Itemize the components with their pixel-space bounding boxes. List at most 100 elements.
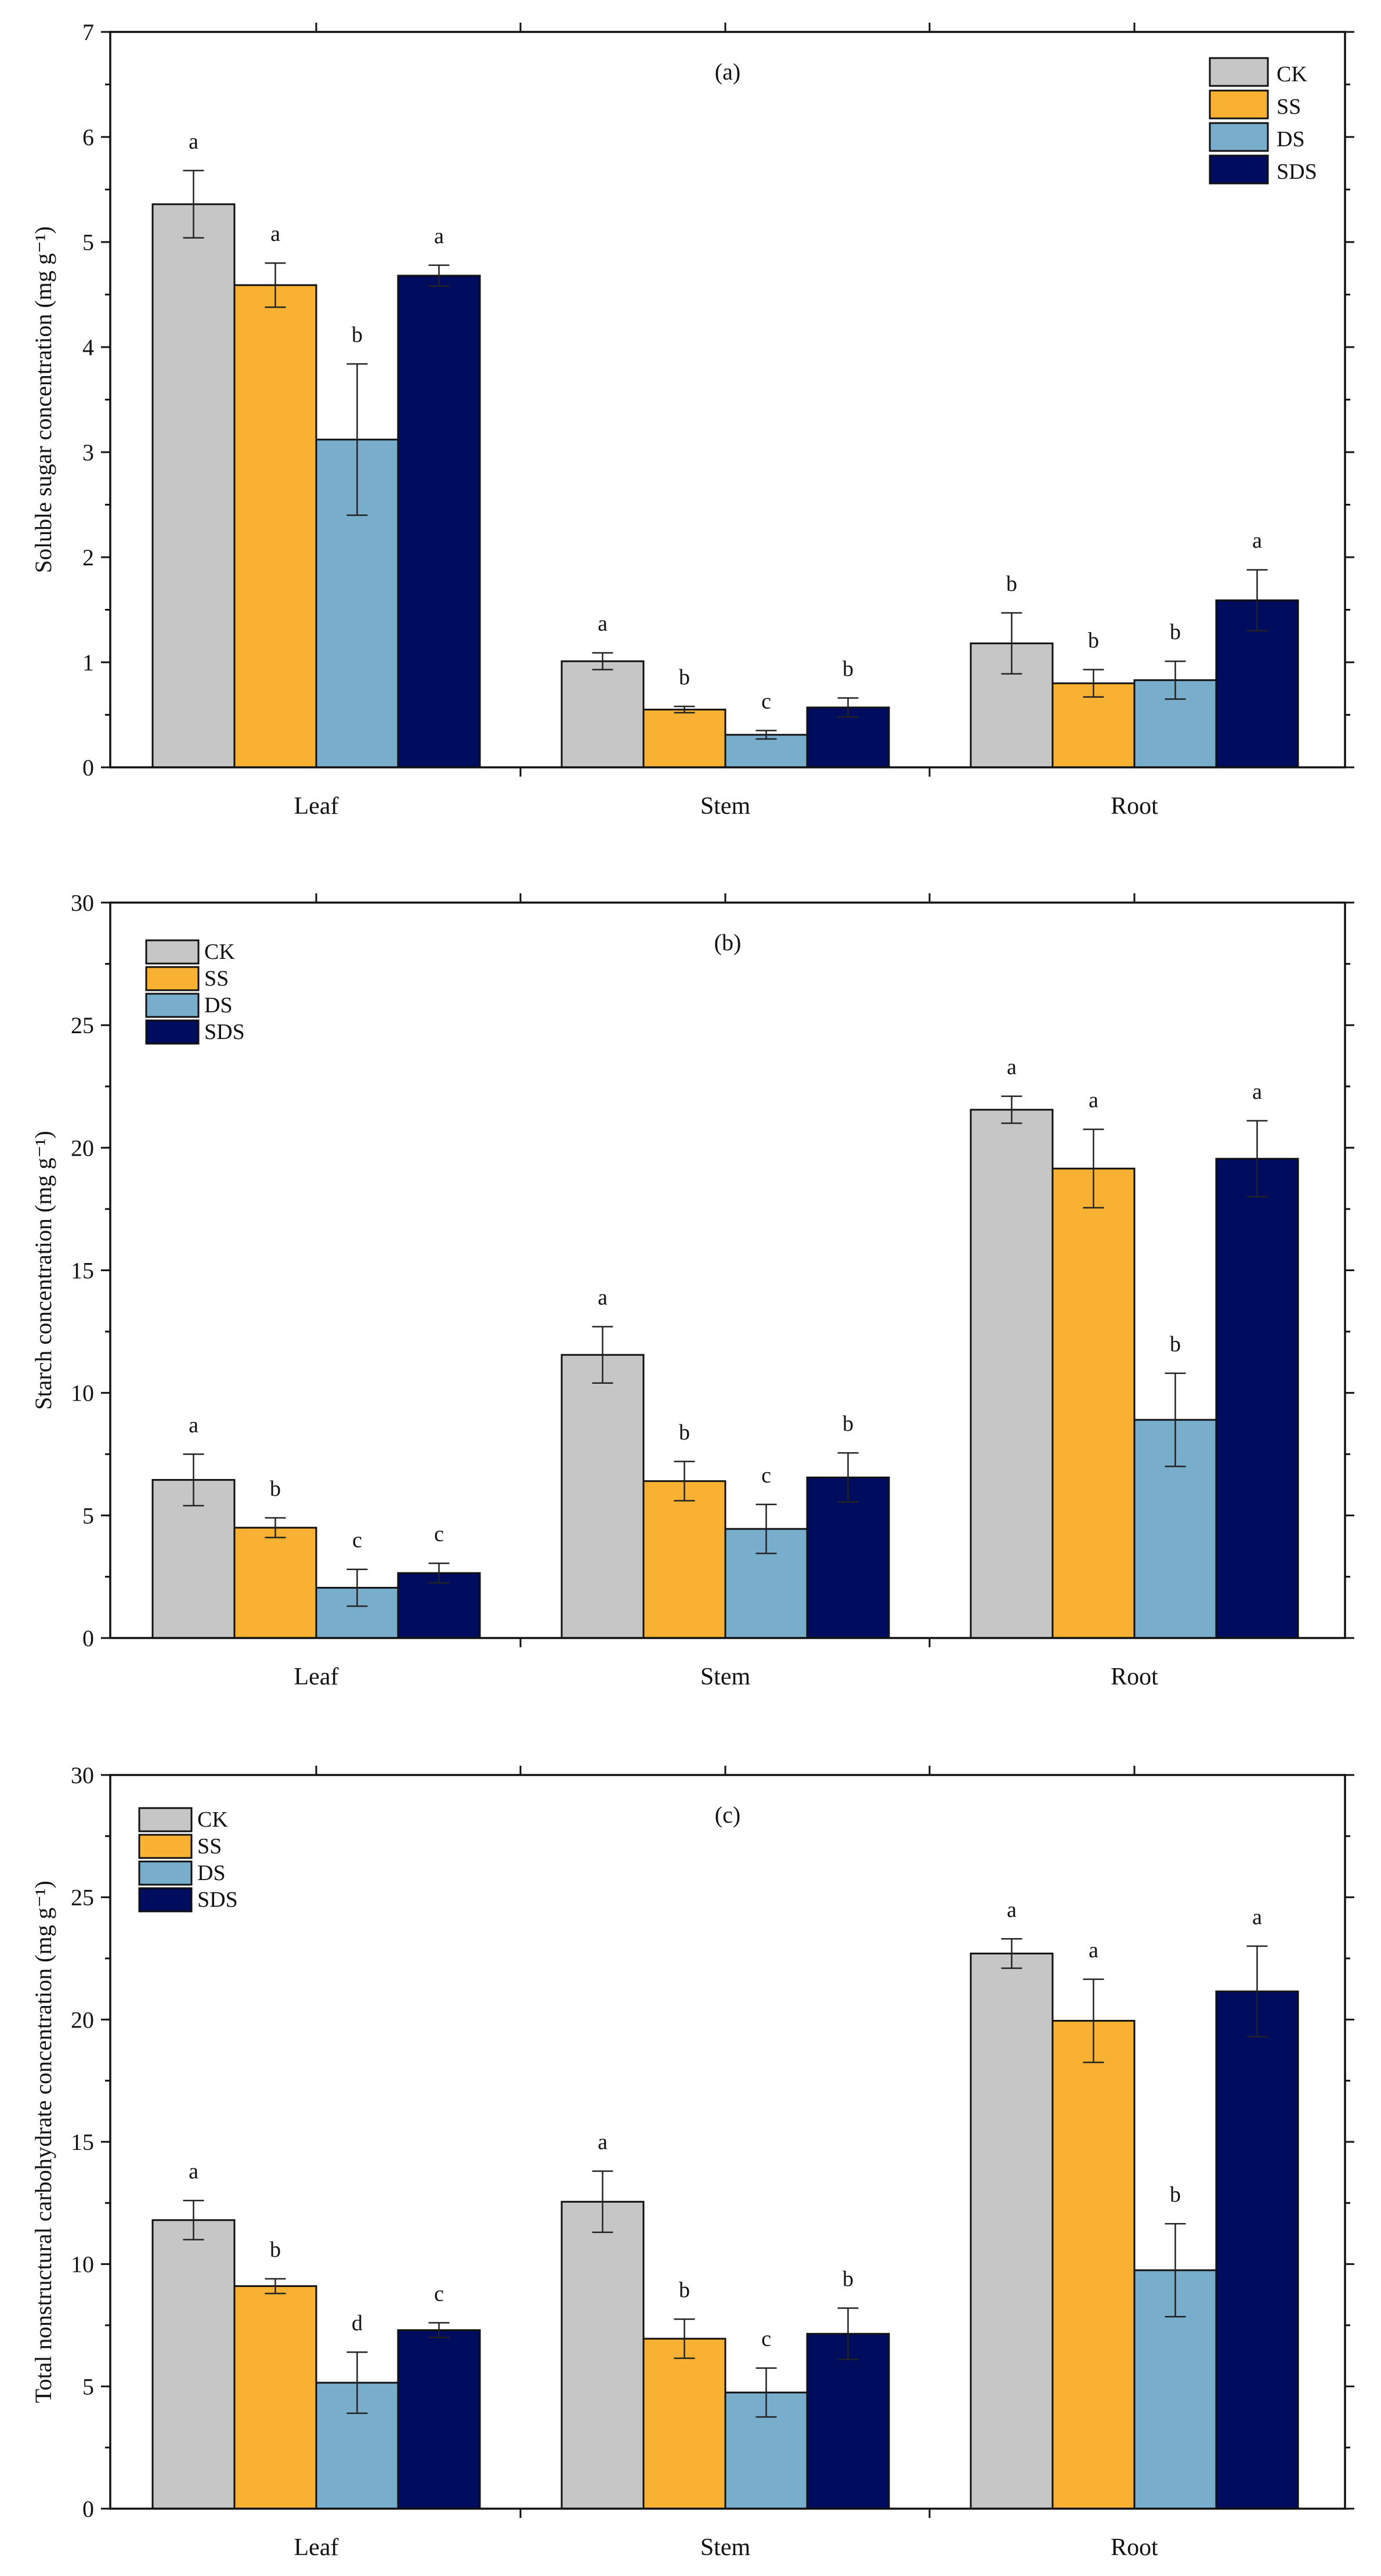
legend-label-sds: SDS	[197, 1888, 238, 1912]
y-tick-label: 5	[82, 229, 94, 255]
y-axis-label: Starch concentration (mg g⁻¹)	[30, 1131, 56, 1410]
error-bar	[346, 1568, 368, 1607]
significance-letter: a	[598, 612, 608, 636]
legend-label-ss: SS	[197, 1834, 222, 1859]
bar-ss-root	[1051, 1167, 1136, 1639]
error-bar	[1246, 1945, 1268, 2038]
significance-letter: c	[352, 1528, 362, 1553]
plot-frame	[109, 31, 1346, 769]
significance-letter: a	[1007, 1897, 1017, 1922]
legend-label-ck: CK	[197, 1807, 228, 1832]
bar-sds-root	[1215, 1157, 1299, 1639]
category-label-leaf: Leaf	[294, 1664, 339, 1690]
significance-letter: c	[761, 690, 771, 714]
y-tick-label: 15	[71, 1258, 94, 1284]
error-bar	[674, 2318, 695, 2359]
legend-swatch-ss	[1209, 89, 1269, 120]
y-tick-label: 30	[71, 1762, 94, 1788]
legend-swatch-ds	[138, 1860, 193, 1886]
error-bar	[1001, 1095, 1022, 1124]
bar-ss-stem	[642, 1480, 726, 1639]
legend-label-ds: DS	[1277, 127, 1305, 151]
bar-ss-root	[1051, 2019, 1136, 2510]
legend-swatch-sds	[145, 1019, 200, 1045]
error-bar	[265, 2278, 286, 2294]
significance-letter: a	[598, 1286, 608, 1310]
legend-swatch-sds	[138, 1887, 193, 1913]
y-tick-label: 0	[82, 755, 94, 781]
category-label-root: Root	[1111, 793, 1158, 820]
error-bar	[428, 2322, 450, 2339]
significance-letter: b	[1170, 2182, 1181, 2207]
y-tick-label: 15	[71, 2129, 94, 2155]
significance-letter: b	[843, 1412, 854, 1436]
significance-letter: a	[1089, 1088, 1098, 1113]
legend-label-sds: SDS	[1277, 160, 1317, 184]
y-tick-label: 1	[82, 650, 94, 676]
legend-swatch-ds	[1209, 122, 1269, 152]
significance-letter: b	[843, 2267, 854, 2292]
category-label-root: Root	[1111, 2534, 1158, 2561]
panel-label: (c)	[715, 1802, 740, 1828]
legend-swatch-ds	[145, 993, 200, 1018]
significance-letter: a	[1252, 529, 1262, 553]
significance-letter: a	[434, 224, 444, 248]
legend-swatch-ck	[1209, 57, 1269, 87]
error-bar	[265, 262, 286, 308]
error-bar	[346, 363, 368, 516]
y-tick-label: 0	[82, 1625, 94, 1651]
category-label-root: Root	[1111, 1664, 1158, 1690]
category-label-stem: Stem	[700, 793, 751, 820]
significance-letter: a	[189, 1413, 198, 1437]
y-axis-label: Soluble sugar concentration (mg g⁻¹)	[30, 226, 56, 573]
chart-panel-2: 0 5 10 15 20 25 30 Leaf Stem Root a a a b b a c c b c b a (b) S…	[30, 890, 1354, 1690]
error-bar	[755, 1503, 777, 1554]
legend-swatch-ss	[138, 1834, 193, 1859]
y-tick-label: 20	[71, 2007, 94, 2033]
y-tick-label: 20	[71, 1135, 94, 1161]
error-bar	[1083, 1978, 1104, 2063]
significance-letter: b	[1170, 1332, 1181, 1356]
chart-panel-1: 0 1 2 3 4 5 6 7 Leaf Stem Root a a b a b b b c b a b a (a) Solub…	[30, 19, 1354, 820]
bar-sds-leaf	[397, 2329, 481, 2510]
error-bar	[1165, 660, 1186, 700]
legend-label-ds: DS	[204, 993, 233, 1018]
bar-sds-leaf	[397, 275, 481, 769]
legend-swatch-sds	[1209, 154, 1269, 185]
panel-label: (a)	[715, 59, 740, 85]
legend-label-sds: SDS	[204, 1020, 245, 1044]
significance-letter: b	[679, 2278, 690, 2302]
bar-ss-leaf	[233, 284, 317, 769]
error-bar	[755, 2367, 777, 2418]
category-label-leaf: Leaf	[294, 2534, 339, 2561]
y-tick-label: 0	[82, 2496, 94, 2522]
bar-ck-stem	[561, 2200, 645, 2510]
plot-frame	[109, 901, 1346, 1639]
significance-letter: b	[352, 323, 363, 347]
y-tick-label: 6	[82, 124, 94, 150]
significance-letter: b	[1006, 572, 1017, 596]
significance-letter: b	[679, 1420, 690, 1445]
error-bar	[265, 1517, 286, 1539]
bar-ck-leaf	[151, 203, 236, 769]
error-bar	[183, 2199, 204, 2241]
significance-letter: a	[189, 129, 198, 154]
bar-ss-stem	[642, 708, 726, 769]
legend-swatch-ck	[145, 939, 200, 965]
legend-label-ss: SS	[1277, 95, 1301, 119]
legend-label-ck: CK	[1277, 62, 1307, 86]
significance-letter: b	[1170, 620, 1181, 644]
error-bar	[837, 1452, 859, 1503]
y-tick-label: 25	[71, 1012, 94, 1038]
y-tick-label: 2	[82, 544, 94, 571]
y-tick-label: 5	[82, 2373, 94, 2400]
y-axis-label: Total nonstructural carbohydrate concent…	[30, 1881, 56, 2403]
error-bar	[1001, 612, 1022, 675]
significance-letter: b	[270, 1477, 281, 1501]
error-bar	[1001, 1938, 1022, 1969]
significance-letter: a	[1252, 1080, 1262, 1104]
error-bar	[428, 264, 450, 287]
error-bar	[592, 1326, 613, 1384]
